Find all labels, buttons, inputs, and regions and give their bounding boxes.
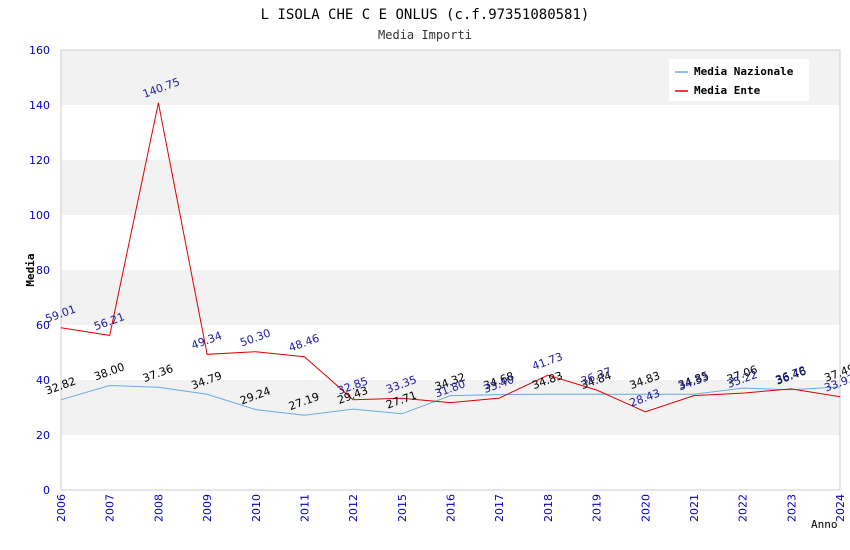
x-tick-2010: 2010 bbox=[250, 494, 263, 522]
legend: Media Nazionale Media Ente bbox=[669, 59, 809, 101]
x-tick-2023: 2023 bbox=[785, 494, 798, 522]
x-tick-2021: 2021 bbox=[688, 494, 701, 522]
data-label-1-2007: 38.00 bbox=[92, 360, 126, 383]
x-tick-2007: 2007 bbox=[104, 494, 117, 522]
series-lines bbox=[60, 102, 841, 416]
band-20 bbox=[61, 380, 840, 435]
x-tick-2006: 2006 bbox=[55, 494, 68, 522]
y-tick-labels: 0 20 40 60 80 100 120 140 160 bbox=[29, 44, 50, 497]
plot-frame bbox=[60, 49, 841, 491]
x-tick-2018: 2018 bbox=[542, 494, 555, 522]
x-axis-label: Anno bbox=[811, 518, 838, 531]
x-tick-2022: 2022 bbox=[737, 494, 750, 522]
data-label-2-2009: 49.34 bbox=[190, 329, 224, 352]
band-100 bbox=[61, 160, 840, 215]
legend-box bbox=[669, 59, 809, 101]
x-tick-2017: 2017 bbox=[493, 494, 506, 522]
x-tick-2016: 2016 bbox=[445, 494, 458, 522]
chart-subtitle: Media Importi bbox=[378, 28, 472, 42]
series-line-media-nazionale bbox=[60, 384, 841, 416]
data-label-2-2010: 50.30 bbox=[238, 327, 272, 350]
series-line-media-ente bbox=[60, 102, 841, 413]
x-tick-2019: 2019 bbox=[591, 494, 604, 522]
x-tick-labels: 2006 2007 2008 2009 2010 2011 2012 2015 2016 2017… bbox=[55, 494, 847, 522]
y-tick-160: 160 bbox=[29, 44, 50, 57]
x-tick-2024: 2024 bbox=[834, 494, 847, 522]
y-tick-80: 80 bbox=[36, 264, 50, 277]
x-tick-2020: 2020 bbox=[639, 494, 652, 522]
y-tick-0: 0 bbox=[43, 484, 50, 497]
y-tick-40: 40 bbox=[36, 374, 50, 387]
y-tick-60: 60 bbox=[36, 319, 50, 332]
y-axis-label: Media bbox=[24, 253, 37, 286]
x-tick-2009: 2009 bbox=[201, 494, 214, 522]
chart-title: L ISOLA CHE C E ONLUS (c.f.97351080581) bbox=[261, 7, 590, 23]
y-tick-100: 100 bbox=[29, 209, 50, 222]
data-label-2-2011: 48.46 bbox=[287, 332, 321, 355]
y-tick-20: 20 bbox=[36, 429, 50, 442]
x-tick-2012: 2012 bbox=[347, 494, 360, 522]
legend-label-2: Media Ente bbox=[694, 84, 761, 97]
legend-label-1: Media Nazionale bbox=[694, 65, 794, 78]
band-60 bbox=[61, 270, 840, 325]
y-tick-120: 120 bbox=[29, 154, 50, 167]
x-tick-2011: 2011 bbox=[298, 494, 311, 522]
x-tick-2015: 2015 bbox=[396, 494, 409, 522]
x-tick-2008: 2008 bbox=[152, 494, 165, 522]
y-tick-140: 140 bbox=[29, 99, 50, 112]
